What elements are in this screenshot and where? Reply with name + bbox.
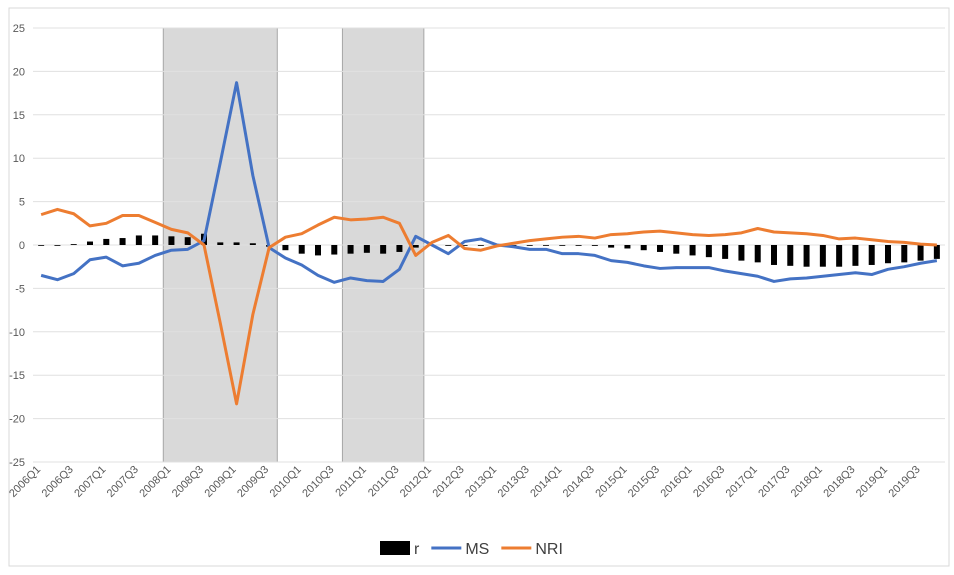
bar bbox=[38, 245, 45, 246]
bar bbox=[885, 245, 891, 264]
bar bbox=[901, 245, 908, 263]
bar bbox=[624, 245, 631, 249]
bar bbox=[705, 245, 712, 258]
bar bbox=[282, 245, 289, 251]
bar bbox=[933, 245, 940, 259]
bar bbox=[184, 237, 191, 245]
bar bbox=[70, 244, 77, 245]
bar bbox=[152, 235, 159, 245]
bar bbox=[54, 245, 61, 246]
bar bbox=[608, 245, 615, 248]
bar bbox=[168, 236, 175, 245]
bar bbox=[559, 245, 566, 246]
bar bbox=[347, 245, 354, 254]
bar bbox=[217, 242, 224, 245]
bar bbox=[673, 245, 680, 254]
bar bbox=[380, 245, 387, 254]
bar bbox=[103, 238, 110, 245]
legend-label: MS bbox=[465, 541, 489, 558]
line bbox=[40, 207, 937, 406]
bar bbox=[738, 245, 745, 261]
bar bbox=[249, 243, 256, 245]
bar bbox=[771, 245, 777, 265]
bar bbox=[331, 245, 338, 255]
y-tick-label: 0 bbox=[19, 240, 25, 252]
bar bbox=[87, 241, 93, 245]
bar bbox=[363, 245, 370, 253]
bar bbox=[722, 245, 729, 259]
y-tick-label: -15 bbox=[9, 370, 25, 382]
bar bbox=[689, 245, 696, 256]
y-tick-label: -5 bbox=[15, 283, 25, 295]
bar bbox=[591, 245, 598, 246]
y-tick-label: 25 bbox=[13, 23, 25, 35]
bar bbox=[298, 245, 305, 254]
legend-swatch bbox=[380, 541, 410, 555]
bar bbox=[917, 245, 924, 261]
bar bbox=[640, 245, 647, 251]
bar bbox=[836, 245, 843, 267]
bar bbox=[396, 245, 403, 252]
bar bbox=[575, 245, 582, 246]
bar bbox=[754, 245, 761, 263]
y-tick-label: 20 bbox=[13, 66, 25, 78]
line bbox=[40, 81, 938, 284]
bar bbox=[412, 245, 419, 248]
y-tick-label: -20 bbox=[9, 414, 25, 426]
y-tick-label: 5 bbox=[19, 197, 25, 209]
y-tick-label: 15 bbox=[13, 110, 25, 122]
bar bbox=[233, 242, 240, 245]
bar bbox=[119, 238, 126, 245]
bar bbox=[657, 245, 663, 252]
bar bbox=[868, 245, 875, 265]
bar bbox=[819, 245, 826, 267]
y-tick-label: -25 bbox=[9, 457, 25, 469]
bar bbox=[852, 245, 859, 266]
legend-label: NRI bbox=[535, 541, 563, 558]
y-tick-label: 10 bbox=[13, 153, 25, 165]
bar bbox=[803, 245, 810, 267]
bar bbox=[461, 245, 468, 246]
bar bbox=[526, 245, 533, 246]
bar bbox=[477, 245, 484, 246]
bar bbox=[787, 245, 794, 266]
bar bbox=[135, 235, 142, 245]
bar bbox=[445, 245, 452, 246]
bar bbox=[315, 245, 321, 256]
y-tick-label: -10 bbox=[9, 327, 25, 339]
legend-label: r bbox=[414, 541, 420, 558]
bar bbox=[543, 245, 549, 246]
